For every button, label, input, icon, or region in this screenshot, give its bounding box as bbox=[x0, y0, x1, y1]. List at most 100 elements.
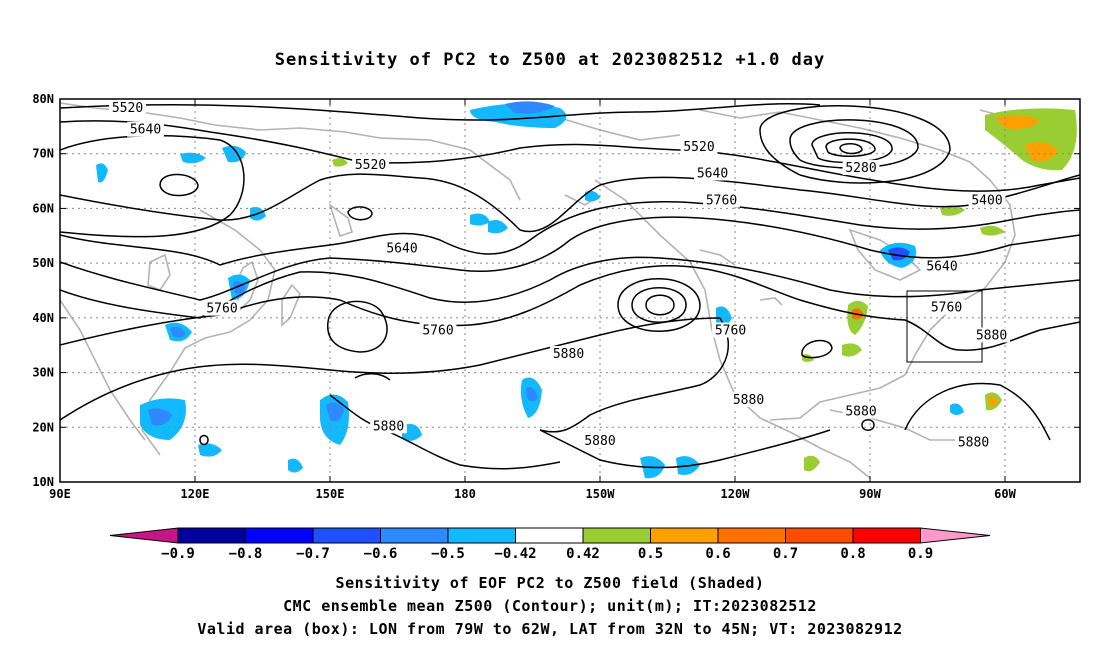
colorbar-segment bbox=[582, 527, 651, 544]
colorbar-segment bbox=[380, 527, 449, 544]
footer-line-2: CMC ensemble mean Z500 (Contour); unit(m… bbox=[283, 597, 817, 615]
z500-contour-line bbox=[60, 120, 1080, 192]
colorbar-segment bbox=[650, 527, 719, 544]
contour-labels: 5520 5640 5520 5640 5760 5760 5880 5880 5880 5520… bbox=[109, 99, 1010, 451]
z500-contour-line bbox=[60, 216, 1080, 301]
colorbar: −0.9 −0.8 −0.7 −0.6 −0.5 −0.42 0.42 0.5 0.6 0.7 0.… bbox=[109, 527, 991, 562]
contour-label: 5640 bbox=[926, 260, 957, 275]
colorbar-label: −0.8 bbox=[229, 546, 263, 562]
footer-line-1: Sensitivity of EOF PC2 to Z500 field (Sh… bbox=[335, 574, 765, 592]
lon-label: 90E bbox=[49, 487, 71, 501]
lon-label: 60W bbox=[994, 487, 1016, 501]
valid-area-box bbox=[906, 290, 983, 363]
contour-label: 5880 bbox=[733, 393, 764, 408]
contour-label: 5640 bbox=[386, 241, 417, 256]
colorbar-label: −0.7 bbox=[296, 546, 330, 562]
z500-contour-line bbox=[539, 429, 831, 469]
lon-label: 150W bbox=[586, 487, 616, 501]
contour-label: 5760 bbox=[706, 193, 737, 208]
colorbar-high-arrow bbox=[920, 527, 991, 544]
z500-contour-line bbox=[861, 419, 875, 431]
z500-contour-line bbox=[789, 119, 919, 169]
contour-label: 5400 bbox=[971, 193, 1002, 208]
z500-contour-line bbox=[801, 339, 833, 359]
map-frame bbox=[59, 98, 1081, 483]
z500-contour-line bbox=[699, 267, 1080, 351]
contour-label: 5880 bbox=[958, 436, 989, 451]
colorbar-segment bbox=[177, 527, 246, 544]
colorbar-label: −0.6 bbox=[364, 546, 398, 562]
contour-label: 5640 bbox=[130, 123, 161, 138]
colorbar-label: 0.8 bbox=[840, 546, 865, 562]
colorbar-segment bbox=[717, 527, 786, 544]
colorbar-label: 0.5 bbox=[638, 546, 663, 562]
z500-contour-line bbox=[839, 143, 863, 155]
colorbar-label: 0.42 bbox=[566, 546, 600, 562]
z500-contour-line bbox=[159, 173, 199, 197]
colorbar-segment bbox=[852, 527, 921, 544]
z500-contour-line bbox=[347, 206, 373, 221]
lon-label: 90W bbox=[859, 487, 881, 501]
contour-label: 5760 bbox=[715, 324, 746, 339]
colorbar-segment bbox=[245, 527, 314, 544]
contour-label: 5280 bbox=[845, 161, 876, 176]
colorbar-label: −0.42 bbox=[494, 546, 536, 562]
z500-contour-line bbox=[645, 294, 675, 316]
lat-label: 70N bbox=[32, 147, 54, 161]
contour-label: 5880 bbox=[976, 328, 1007, 343]
lat-label: 10N bbox=[32, 475, 54, 489]
lat-label: 30N bbox=[32, 366, 54, 380]
contour-label: 5880 bbox=[373, 419, 404, 434]
z500-contour-line bbox=[329, 394, 561, 470]
colorbar-low-arrow bbox=[109, 527, 179, 544]
z500-contour-line bbox=[199, 434, 209, 446]
z500-contour-line bbox=[354, 373, 391, 381]
colorbar-segment bbox=[447, 527, 516, 544]
colorbar-segment bbox=[785, 527, 854, 544]
contour-label: 5520 bbox=[112, 101, 143, 116]
z500-contour-line bbox=[60, 134, 245, 238]
z500-contour-line bbox=[759, 105, 951, 184]
colorbar-label: 0.6 bbox=[705, 546, 730, 562]
z500-contour-line bbox=[60, 173, 1080, 233]
map-title: Sensitivity of PC2 to Z500 at 2023082512… bbox=[274, 50, 826, 70]
z500-contours bbox=[60, 103, 1080, 470]
contour-label: 5520 bbox=[683, 140, 714, 155]
contour-label: 5880 bbox=[584, 434, 615, 449]
contour-label: 5880 bbox=[553, 347, 584, 362]
z500-contour-line bbox=[904, 382, 1051, 441]
contour-label: 5520 bbox=[355, 158, 386, 173]
colorbar-label: 0.9 bbox=[908, 546, 933, 562]
contour-label: 5760 bbox=[206, 302, 237, 317]
z500-contour-line bbox=[60, 264, 701, 346]
contour-label: 5760 bbox=[931, 301, 962, 316]
z500-contour-line bbox=[60, 201, 1080, 266]
lon-label: 150E bbox=[316, 487, 345, 501]
colorbar-label: −0.9 bbox=[161, 546, 195, 562]
colorbar-label: −0.5 bbox=[431, 546, 465, 562]
z500-contour-line bbox=[617, 278, 701, 332]
contour-label: 5640 bbox=[697, 167, 728, 182]
lon-label: 180 bbox=[454, 487, 476, 501]
lat-label: 20N bbox=[32, 420, 54, 434]
z500-contour-line bbox=[539, 317, 730, 433]
z500-contour-line bbox=[327, 300, 388, 353]
lat-label: 40N bbox=[32, 311, 54, 325]
contour-label: 5760 bbox=[422, 324, 453, 339]
colorbar-segment bbox=[515, 527, 584, 544]
lon-label: 120W bbox=[721, 487, 751, 501]
z500-contour-line bbox=[811, 132, 893, 164]
z500-contour-line bbox=[631, 287, 687, 323]
z500-contour-line bbox=[825, 138, 876, 157]
lat-label: 50N bbox=[32, 256, 54, 270]
lat-label: 80N bbox=[32, 92, 54, 106]
lat-label: 60N bbox=[32, 201, 54, 215]
z500-contour-line bbox=[60, 317, 721, 421]
colorbar-segment bbox=[312, 527, 381, 544]
sensitivity-shading bbox=[96, 101, 1077, 479]
contour-label: 5880 bbox=[845, 405, 876, 420]
colorbar-label: 0.7 bbox=[773, 546, 798, 562]
footer-line-3: Valid area (box): LON from 79W to 62W, L… bbox=[197, 620, 903, 638]
